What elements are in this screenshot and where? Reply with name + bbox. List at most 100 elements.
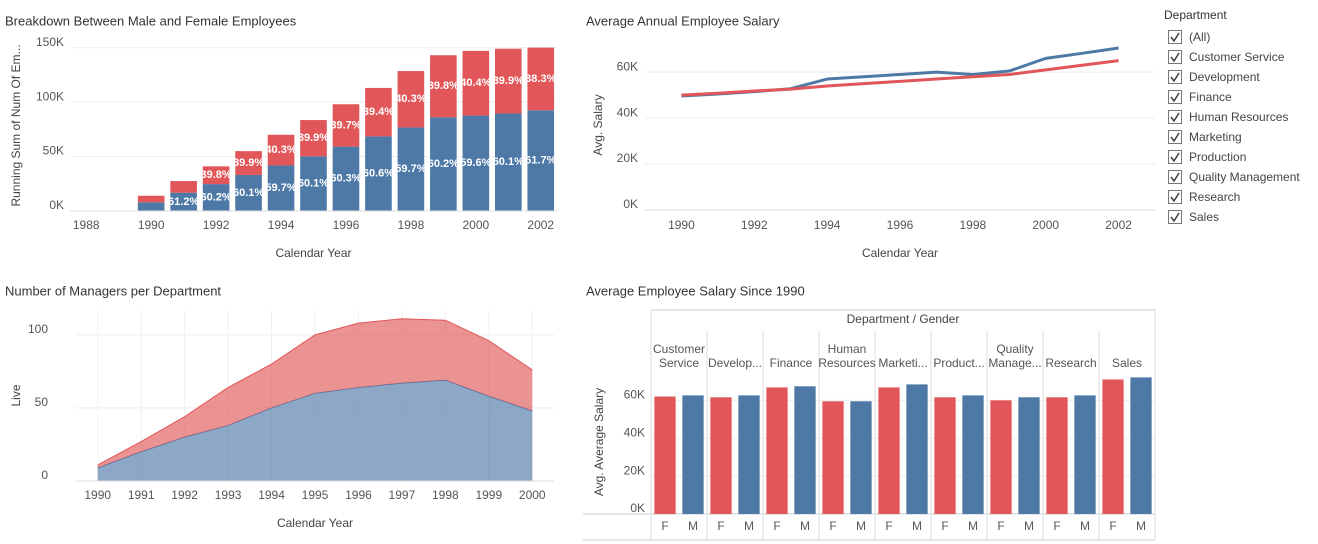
y-tick-label: 60K: [624, 387, 645, 401]
bar: [738, 395, 760, 514]
bar-segment: [494, 113, 522, 211]
x-tick-label: 1990: [668, 218, 695, 232]
check-mark: [1170, 112, 1180, 123]
x-tick-label: 1995: [302, 488, 329, 502]
gender-label: F: [1053, 519, 1060, 533]
segment-label: 38.3%: [525, 73, 556, 85]
bar: [1046, 397, 1068, 514]
bar-segment: [430, 55, 457, 118]
x-tick-label: 1990: [138, 218, 165, 232]
check-mark: [1170, 152, 1180, 163]
segment-label: 60.1%: [298, 178, 329, 190]
segment-label: 39.9%: [233, 157, 264, 169]
bar: [710, 397, 732, 514]
filter-title: Department: [1164, 8, 1227, 22]
segment-label: 60.2%: [428, 158, 459, 170]
segment-label: 60.1%: [493, 156, 524, 168]
segment-label: 40.3%: [395, 93, 426, 105]
bar: [878, 387, 900, 514]
department-label: Research: [1045, 356, 1097, 370]
header-label: Department / Gender: [847, 312, 960, 326]
bar-segment: [202, 184, 230, 211]
bar: [1102, 379, 1124, 514]
gender-label: F: [941, 519, 948, 533]
x-axis-label: Calendar Year: [277, 516, 353, 530]
x-tick-label: 1993: [215, 488, 242, 502]
segment-label: 39.4%: [363, 106, 394, 118]
filter-label: Research: [1189, 190, 1241, 204]
x-tick-label: 1999: [475, 488, 502, 502]
segment-label: 60.1%: [233, 187, 264, 199]
x-tick-label: 1994: [268, 218, 295, 232]
x-tick-label: 1997: [389, 488, 416, 502]
department-label: Quality Manage...: [988, 342, 1042, 370]
gender-label: F: [997, 519, 1004, 533]
y-tick-label: 0: [41, 468, 48, 482]
segment-label: 40.4%: [460, 77, 491, 89]
check-mark: [1170, 212, 1180, 223]
bar-segment: [332, 104, 360, 147]
bar: [822, 401, 844, 514]
filter-label: Production: [1189, 150, 1247, 164]
filter-label: Customer Service: [1189, 50, 1285, 64]
segment-label: 39.9%: [493, 75, 524, 87]
y-tick-label: 40K: [624, 425, 645, 439]
segment-label: 61.2%: [168, 196, 199, 208]
checkbox[interactable]: [1168, 150, 1182, 164]
x-tick-label: 1998: [432, 488, 459, 502]
y-axis-label: Live: [9, 384, 23, 406]
checkbox[interactable]: [1168, 50, 1182, 64]
department-label: Product...: [933, 356, 985, 370]
x-tick-label: 2002: [527, 218, 554, 232]
check-icon: [1170, 52, 1180, 63]
bar-segment: [365, 87, 392, 137]
x-tick-label: 1994: [258, 488, 285, 502]
filter-label: (All): [1189, 30, 1211, 44]
check-mark: [1170, 92, 1180, 103]
y-tick-label: 100: [28, 322, 48, 336]
gender-label: F: [829, 519, 836, 533]
checkbox[interactable]: [1168, 70, 1182, 84]
checkbox[interactable]: [1168, 90, 1182, 104]
checkbox[interactable]: [1168, 130, 1182, 144]
checkbox[interactable]: [1168, 210, 1182, 224]
checkbox[interactable]: [1168, 110, 1182, 124]
filter-row: Quality Management: [1164, 167, 1314, 187]
check-icon: [1170, 172, 1180, 183]
bar: [850, 401, 872, 514]
bar: [934, 397, 956, 514]
check-mark: [1170, 132, 1180, 143]
check-mark: [1170, 172, 1180, 183]
x-tick-label: 1998: [960, 218, 987, 232]
bar-segment: [267, 165, 295, 211]
segment-label: 59.7%: [265, 182, 296, 194]
bar: [1018, 397, 1040, 514]
segment-label: 39.7%: [330, 119, 361, 131]
y-tick-label: 40K: [617, 105, 638, 119]
bar: [682, 395, 704, 514]
x-tick-label: 1990: [84, 488, 111, 502]
department-filter: Department (All) Customer Service Developm…: [1164, 8, 1314, 227]
x-tick-label: 2000: [519, 488, 546, 502]
gender-label: M: [1080, 519, 1090, 533]
checkbox[interactable]: [1168, 190, 1182, 204]
x-tick-label: 1994: [814, 218, 841, 232]
checkbox[interactable]: [1168, 30, 1182, 44]
area-fill: [97, 380, 533, 481]
segment-label: 59.7%: [395, 163, 426, 175]
segment-label: 60.2%: [200, 191, 231, 203]
check-icon: [1170, 132, 1180, 143]
gender-label: F: [1109, 519, 1116, 533]
segment-label: 39.9%: [298, 132, 329, 144]
x-tick-label: 1992: [171, 488, 198, 502]
check-mark: [1170, 32, 1180, 43]
bar: [766, 387, 788, 514]
bar-segment: [300, 156, 327, 211]
filter-row: Research: [1164, 187, 1314, 207]
filter-row: Sales: [1164, 207, 1314, 227]
bar-segment: [202, 166, 230, 185]
bar: [1130, 377, 1152, 514]
bar-segment: [332, 146, 360, 211]
checkbox[interactable]: [1168, 170, 1182, 184]
